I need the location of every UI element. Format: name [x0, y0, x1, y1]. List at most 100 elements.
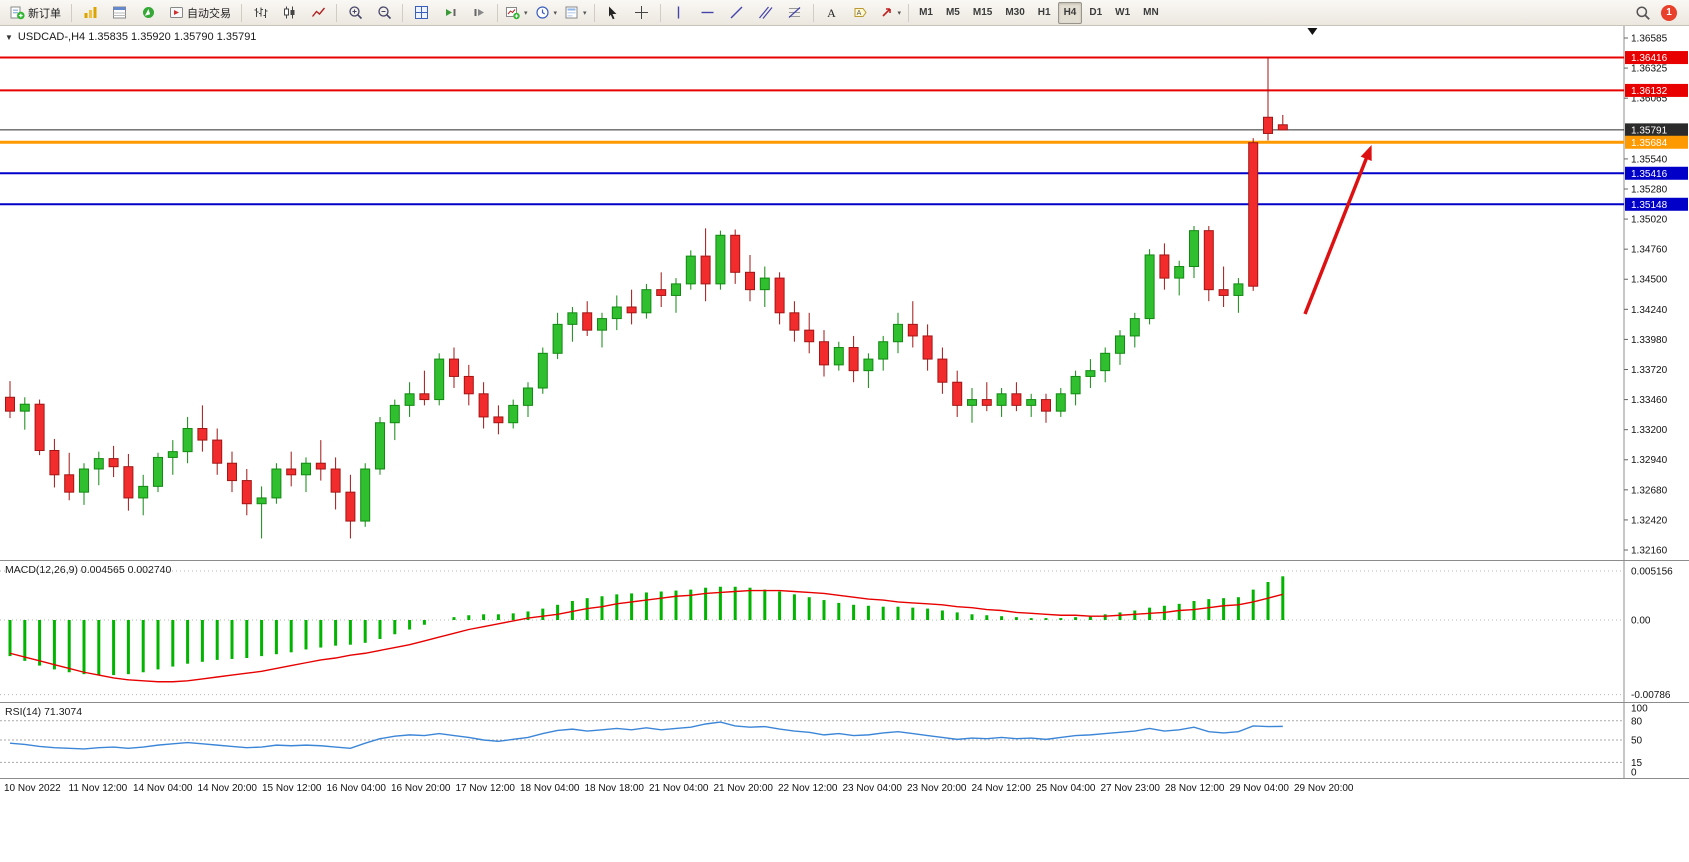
time-label: 27 Nov 23:00 [1100, 783, 1161, 794]
price-badge [1625, 135, 1688, 149]
text-tool-button[interactable]: A [818, 2, 846, 24]
clock-icon [535, 6, 549, 19]
autotrading-button[interactable]: 自动交易 [163, 2, 237, 24]
bar-chart-button[interactable] [246, 2, 274, 24]
tile-windows-icon [414, 6, 428, 19]
search-icon [1636, 5, 1650, 20]
chart-shift-marker[interactable] [1307, 28, 1318, 35]
bar-chart-icon [254, 7, 267, 18]
market-watch-button[interactable] [76, 2, 104, 24]
time-axis[interactable]: 10 Nov 2022 11 Nov 12:00 14 Nov 04:00 14 No… [0, 778, 1689, 799]
time-label: 10 Nov 2022 [4, 783, 61, 794]
text-icon: A [827, 6, 836, 20]
chart-shift-button[interactable] [465, 2, 493, 24]
new-order-icon [10, 6, 25, 20]
timeframe-m15[interactable]: M15 [972, 7, 993, 18]
zoom-out-icon [377, 6, 391, 20]
svg-text:1.36065: 1.36065 [1631, 94, 1668, 105]
svg-text:1.34760: 1.34760 [1631, 245, 1668, 256]
fibonacci-tool-button[interactable] [781, 2, 809, 24]
data-window-icon [112, 6, 126, 19]
autotrading-icon [170, 7, 183, 18]
time-label: 11 Nov 12:00 [68, 783, 128, 794]
periods-button[interactable]: ▾ [532, 2, 561, 24]
svg-text:15: 15 [1631, 758, 1643, 769]
timeframe-m30[interactable]: M30 [1005, 7, 1025, 18]
timeframe-w1[interactable]: W1 [1115, 7, 1131, 18]
candlestick-chart-button[interactable] [275, 2, 303, 24]
trend-arrow-annotation[interactable] [1303, 145, 1372, 315]
line-chart-button[interactable] [304, 2, 332, 24]
fibonacci-icon [788, 7, 801, 18]
rsi-indicator-label: RSI(14) 71.3074 [5, 706, 83, 718]
svg-text:-0.00786: -0.00786 [1631, 690, 1671, 701]
time-label: 15 Nov 12:00 [262, 783, 322, 794]
svg-text:1.33980: 1.33980 [1631, 335, 1668, 346]
time-label: 21 Nov 20:00 [713, 783, 774, 794]
channel-tool-button[interactable] [752, 2, 780, 24]
search-button[interactable] [1629, 2, 1657, 24]
macd-indicator-label: MACD(12,26,9) 0.004565 0.002740 [5, 564, 172, 576]
svg-text:0: 0 [1631, 768, 1637, 779]
zoom-in-button[interactable] [341, 2, 369, 24]
svg-text:A: A [857, 10, 862, 17]
chart-shift-icon [474, 9, 484, 16]
svg-text:100: 100 [1631, 704, 1648, 715]
new-chart-icon [506, 7, 520, 20]
toolbar: 新订单 [0, 0, 1689, 26]
arrows-icon [881, 8, 891, 17]
time-label: 29 Nov 04:00 [1229, 783, 1290, 794]
main-chart[interactable]: 1.36585 1.36325 1.36065 1.35540 1.35280 1.350… [0, 26, 1689, 560]
timeframe-h4[interactable]: H4 [1057, 1, 1083, 24]
vertical-line-tool-button[interactable] [665, 2, 693, 24]
time-label: 18 Nov 04:00 [520, 783, 580, 794]
timeframe-mn[interactable]: MN [1143, 7, 1159, 18]
cursor-button[interactable] [599, 2, 627, 24]
auto-scroll-button[interactable] [436, 2, 464, 24]
horizontal-line-tool-button[interactable] [694, 2, 722, 24]
macd-panel[interactable]: 0.005156 0.00 -0.00786 [0, 560, 1689, 702]
notification-badge[interactable]: 1 [1661, 4, 1677, 21]
timeframe-m5[interactable]: M5 [945, 7, 960, 18]
chevron-down-icon: ▾ [897, 9, 902, 17]
new-chart-button[interactable]: ▾ [502, 2, 531, 24]
candles [5, 57, 1288, 539]
arrows-tool-button[interactable]: ▾ [876, 2, 905, 24]
trendline-tool-button[interactable] [723, 2, 751, 24]
tile-windows-button[interactable] [407, 2, 435, 24]
candlestick-chart-icon [283, 6, 294, 19]
crosshair-button[interactable] [628, 2, 656, 24]
market-watch-icon [84, 7, 96, 18]
price-badge [1625, 166, 1688, 180]
svg-text:1.35791: 1.35791 [1631, 125, 1668, 136]
text-label-icon: A [854, 8, 867, 17]
time-label: 21 Nov 04:00 [649, 783, 709, 794]
text-label-tool-button[interactable]: A [847, 2, 875, 24]
chevron-down-icon: ▾ [583, 9, 587, 17]
time-label: 24 Nov 12:00 [971, 783, 1032, 794]
timeframe-m1[interactable]: M1 [919, 7, 933, 18]
svg-text:1.33720: 1.33720 [1631, 365, 1668, 376]
zoom-out-button[interactable] [370, 2, 398, 24]
timeframe-h1[interactable]: H1 [1037, 7, 1051, 18]
time-label: 16 Nov 20:00 [391, 783, 451, 794]
toolbar-separator [812, 3, 814, 22]
horizontal-line-icon [701, 11, 714, 14]
crosshair-icon [635, 6, 649, 19]
navigator-button[interactable] [134, 2, 162, 24]
price-badge [1625, 123, 1688, 137]
data-window-button[interactable] [105, 2, 133, 24]
one-click-trading-toggle[interactable]: ▼ [5, 32, 13, 42]
svg-text:0.005156: 0.005156 [1631, 567, 1673, 578]
timeframe-d1[interactable]: D1 [1089, 7, 1103, 18]
toolbar-separator [593, 3, 595, 22]
svg-text:50: 50 [1631, 736, 1643, 747]
chart-title: USDCAD-,H4 1.35835 1.35920 1.35790 1.357… [17, 31, 257, 43]
time-label: 29 Nov 20:00 [1294, 783, 1354, 794]
svg-text:1.32940: 1.32940 [1631, 455, 1668, 466]
new-order-button[interactable]: 新订单 [4, 2, 67, 24]
templates-button[interactable]: ▾ [561, 2, 590, 24]
svg-text:1.33200: 1.33200 [1631, 425, 1668, 436]
